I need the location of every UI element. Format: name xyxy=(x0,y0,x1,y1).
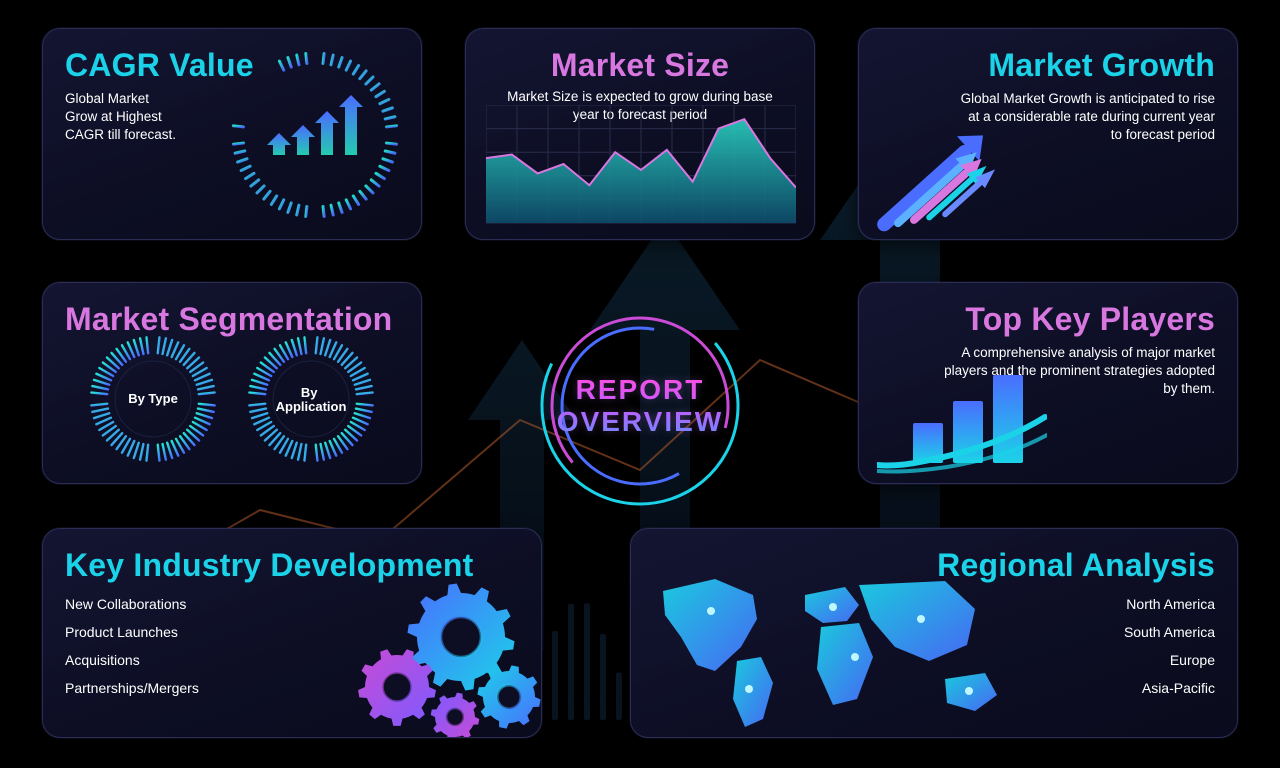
card-players: Top Key Players A comprehensive analysis… xyxy=(858,282,1238,484)
segmentation-donuts: By Type By Application xyxy=(53,327,413,477)
seg-label-1: By Application xyxy=(276,385,347,414)
gears-icon xyxy=(311,547,541,737)
world-map-icon xyxy=(645,561,1005,731)
players-bars-icon xyxy=(877,355,1047,475)
card-segmentation: Market Segmentation By Type By Applicati… xyxy=(42,282,422,484)
card-growth: Market Growth Global Market Growth is an… xyxy=(858,28,1238,240)
seg-label-0: By Type xyxy=(128,391,178,406)
cagr-desc: Global Market Grow at Highest CAGR till … xyxy=(65,90,185,145)
card-market-size: Market Size Market Size is expected to g… xyxy=(465,28,815,240)
market-size-title: Market Size xyxy=(488,47,792,84)
card-regional: Regional Analysis North America South Am… xyxy=(630,528,1238,738)
center-badge: REPORTOVERVIEW xyxy=(530,296,750,516)
card-cagr: CAGR Value Global Market Grow at Highest… xyxy=(42,28,422,240)
card-industry: Key Industry Development New Collaborati… xyxy=(42,528,542,738)
cagr-gauge-icon xyxy=(215,43,415,223)
market-size-chart xyxy=(486,105,796,225)
growth-arrows-icon xyxy=(869,99,1079,239)
growth-title: Market Growth xyxy=(881,47,1215,84)
center-text: REPORTOVERVIEW xyxy=(557,374,723,438)
players-title: Top Key Players xyxy=(881,301,1215,338)
